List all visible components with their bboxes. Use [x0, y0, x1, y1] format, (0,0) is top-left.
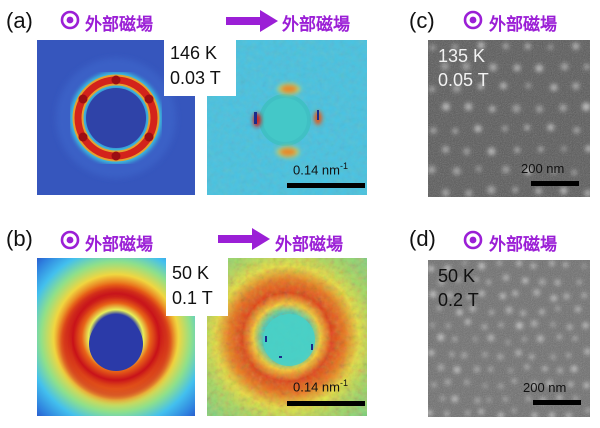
panel-b-temperature: 50 K: [172, 263, 210, 283]
panel-b-sans-inplane-image: [207, 258, 367, 416]
panel-c-tem-image: [428, 40, 590, 197]
panel-c-field-label: 外部磁場: [489, 15, 557, 35]
panel-b-inplane-field-label: 外部磁場: [275, 235, 343, 255]
panel-a-letter: (a): [6, 8, 33, 33]
panel-d-field: 0.2 T: [438, 290, 479, 310]
right-arrow-icon: [226, 10, 278, 32]
panel-d-tem-image: [428, 260, 590, 417]
dot-in-circle-icon: [60, 230, 80, 250]
panel-a-temperature: 146 K: [170, 43, 218, 63]
panel-b-scalebar-label: 0.14 nm-1: [293, 378, 348, 395]
panel-b-letter: (b): [6, 226, 33, 251]
dot-in-circle-icon: [463, 230, 483, 250]
panel-d-temperature: 50 K: [438, 266, 476, 286]
panel-a-scalebar-label: 0.14 nm-1: [293, 161, 348, 178]
panel-b-scalebar: [287, 401, 365, 406]
panel-d-field-label: 外部磁場: [489, 235, 557, 255]
right-arrow-icon: [218, 228, 270, 250]
panel-d-scalebar-label: 200 nm: [523, 380, 567, 395]
panel-c-scalebar-label: 200 nm: [521, 161, 565, 176]
panel-d-scalebar: [533, 400, 581, 405]
panel-b-field: 0.1 T: [172, 288, 213, 308]
panel-c-letter: (c): [409, 8, 435, 33]
panel-c-temperature: 135 K: [438, 46, 486, 66]
panel-c-field: 0.05 T: [438, 70, 489, 90]
panel-b-conditions: 50 K 0.1 T: [166, 258, 228, 316]
dot-in-circle-icon: [463, 10, 483, 30]
panel-a-field: 0.03 T: [170, 68, 221, 88]
panel-a-sans-perpendicular-image: [37, 40, 195, 195]
panel-a-scalebar: [287, 183, 365, 188]
panel-a-inplane-field-label: 外部磁場: [282, 15, 350, 35]
panel-d-letter: (d): [409, 226, 436, 251]
panel-a-conditions: 146 K 0.03 T: [164, 38, 236, 96]
panel-b-perpendicular-field-label: 外部磁場: [85, 235, 153, 255]
dot-in-circle-icon: [60, 10, 80, 30]
panel-c-scalebar: [531, 181, 579, 186]
panel-a-perpendicular-field-label: 外部磁場: [85, 15, 153, 35]
